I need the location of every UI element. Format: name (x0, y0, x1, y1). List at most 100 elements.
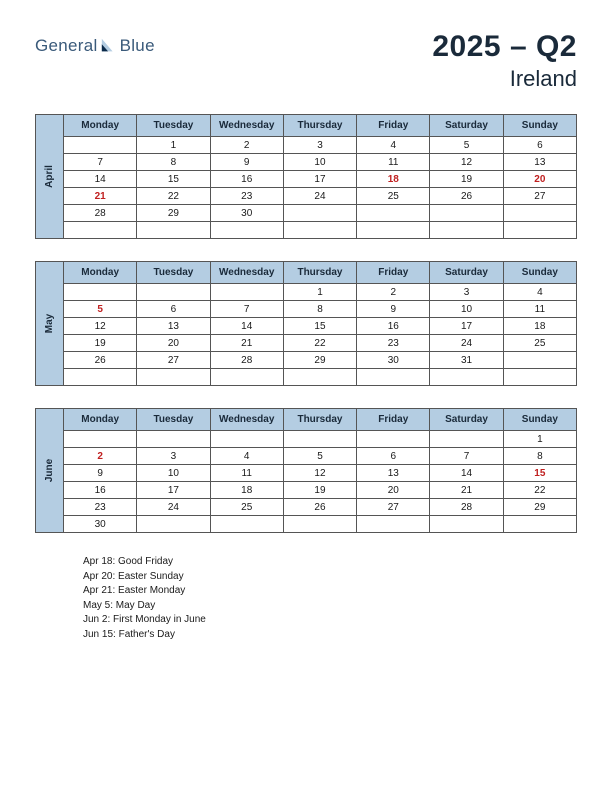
day-cell: 9 (357, 301, 430, 318)
day-cell: 14 (64, 171, 137, 188)
day-cell: 30 (210, 205, 283, 222)
day-header: Thursday (283, 262, 356, 284)
logo-text-right: Blue (120, 36, 155, 56)
day-cell: 18 (503, 318, 576, 335)
day-cell: 20 (357, 482, 430, 499)
day-cell: 5 (283, 448, 356, 465)
day-header: Monday (64, 409, 137, 431)
day-cell (503, 369, 576, 386)
day-cell: 20 (137, 335, 210, 352)
day-cell: 7 (64, 154, 137, 171)
day-cell: 11 (357, 154, 430, 171)
day-cell (430, 222, 503, 239)
day-cell: 12 (283, 465, 356, 482)
day-cell: 3 (283, 137, 356, 154)
day-header: Sunday (503, 115, 576, 137)
holiday-item: Apr 18: Good Friday (83, 555, 577, 570)
day-cell: 16 (357, 318, 430, 335)
calendars-container: AprilMondayTuesdayWednesdayThursdayFrida… (35, 114, 577, 533)
day-cell (503, 222, 576, 239)
day-cell: 21 (64, 188, 137, 205)
day-cell: 12 (64, 318, 137, 335)
day-cell: 27 (357, 499, 430, 516)
day-cell: 16 (210, 171, 283, 188)
day-cell (357, 431, 430, 448)
day-header: Sunday (503, 409, 576, 431)
day-cell (64, 431, 137, 448)
day-cell: 19 (283, 482, 356, 499)
day-cell: 19 (430, 171, 503, 188)
day-cell (357, 369, 430, 386)
day-cell: 6 (357, 448, 430, 465)
day-cell (64, 369, 137, 386)
holiday-item: Apr 20: Easter Sunday (83, 570, 577, 585)
day-cell: 17 (137, 482, 210, 499)
day-cell: 12 (430, 154, 503, 171)
day-cell (137, 369, 210, 386)
day-cell: 1 (503, 431, 576, 448)
day-cell (137, 284, 210, 301)
day-cell (430, 205, 503, 222)
day-cell: 11 (210, 465, 283, 482)
day-cell (357, 222, 430, 239)
day-cell: 9 (64, 465, 137, 482)
day-header: Wednesday (210, 262, 283, 284)
day-cell: 26 (64, 352, 137, 369)
holiday-list: Apr 18: Good FridayApr 20: Easter Sunday… (35, 555, 577, 642)
day-cell: 22 (503, 482, 576, 499)
day-cell: 9 (210, 154, 283, 171)
day-cell: 4 (503, 284, 576, 301)
day-cell: 7 (430, 448, 503, 465)
day-cell (357, 205, 430, 222)
day-cell: 18 (357, 171, 430, 188)
day-cell (64, 284, 137, 301)
day-cell: 10 (137, 465, 210, 482)
month-label: April (36, 115, 64, 239)
day-cell: 13 (357, 465, 430, 482)
day-cell: 3 (137, 448, 210, 465)
holiday-item: Jun 15: Father's Day (83, 628, 577, 643)
day-cell: 22 (283, 335, 356, 352)
day-cell: 26 (430, 188, 503, 205)
year-quarter: 2025 – Q2 (432, 30, 577, 64)
day-cell: 25 (357, 188, 430, 205)
day-header: Monday (64, 115, 137, 137)
day-cell (503, 352, 576, 369)
day-cell: 8 (283, 301, 356, 318)
day-header: Friday (357, 409, 430, 431)
holiday-item: Apr 21: Easter Monday (83, 584, 577, 599)
day-cell: 4 (357, 137, 430, 154)
day-cell: 2 (210, 137, 283, 154)
day-cell: 8 (503, 448, 576, 465)
day-header: Wednesday (210, 409, 283, 431)
day-cell (210, 431, 283, 448)
day-cell: 17 (283, 171, 356, 188)
day-cell: 10 (283, 154, 356, 171)
holiday-item: Jun 2: First Monday in June (83, 613, 577, 628)
day-cell: 15 (137, 171, 210, 188)
day-cell: 21 (210, 335, 283, 352)
day-cell: 3 (430, 284, 503, 301)
day-cell: 22 (137, 188, 210, 205)
day-cell: 11 (503, 301, 576, 318)
day-cell: 6 (503, 137, 576, 154)
logo-triangle-icon (100, 37, 118, 55)
day-cell: 2 (64, 448, 137, 465)
day-cell: 25 (503, 335, 576, 352)
day-cell: 29 (503, 499, 576, 516)
day-cell: 16 (64, 482, 137, 499)
day-cell: 27 (137, 352, 210, 369)
day-cell: 29 (137, 205, 210, 222)
day-cell: 10 (430, 301, 503, 318)
day-cell: 20 (503, 171, 576, 188)
day-cell (210, 284, 283, 301)
day-cell (64, 137, 137, 154)
day-cell (503, 516, 576, 533)
day-header: Saturday (430, 115, 503, 137)
day-cell: 5 (64, 301, 137, 318)
day-cell: 23 (357, 335, 430, 352)
calendar-april: AprilMondayTuesdayWednesdayThursdayFrida… (35, 114, 577, 239)
title-area: 2025 – Q2 Ireland (432, 30, 577, 92)
day-cell: 15 (283, 318, 356, 335)
day-cell (283, 431, 356, 448)
